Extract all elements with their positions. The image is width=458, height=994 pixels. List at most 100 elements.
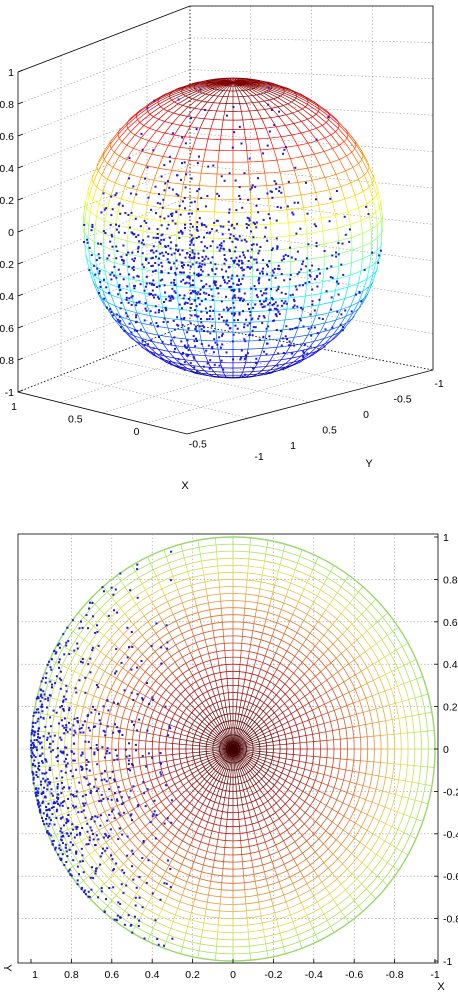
spoke-segment <box>244 601 246 609</box>
data-point <box>67 640 70 643</box>
data-point <box>110 586 113 589</box>
spoke-segment <box>289 819 294 826</box>
data-point <box>252 326 255 329</box>
spoke-segment <box>237 762 241 770</box>
data-point <box>209 261 212 264</box>
longitude-segment <box>294 99 306 108</box>
spoke-segment <box>185 828 190 835</box>
data-point <box>219 284 222 287</box>
data-point <box>258 272 261 275</box>
longitude-segment <box>335 309 342 321</box>
data-point <box>186 354 189 357</box>
data-point <box>177 98 180 101</box>
spoke-segment <box>330 697 337 702</box>
spoke-segment <box>199 742 207 745</box>
sphere-3d-chart: 10.80.60.40.20-0.2-0.4-0.6-0.8-1 10.50-0… <box>0 5 444 492</box>
spoke-segment <box>320 801 327 806</box>
spoke-segment <box>155 858 160 865</box>
longitude-segment <box>88 249 91 263</box>
longitude-segment <box>195 109 202 118</box>
spoke-segment <box>227 769 230 777</box>
data-point <box>273 303 276 305</box>
spoke-segment <box>240 650 242 658</box>
data-point <box>109 828 112 831</box>
data-point <box>86 715 89 718</box>
data-point <box>181 232 184 235</box>
longitude-segment <box>171 337 176 346</box>
spoke-segment <box>191 780 198 786</box>
data-point <box>72 742 75 745</box>
spoke-segment <box>143 876 149 883</box>
spoke-segment <box>222 730 227 737</box>
spoke-segment <box>239 747 247 749</box>
data-point <box>106 747 109 750</box>
longitude-segment <box>183 89 196 95</box>
spoke-segment <box>204 718 210 725</box>
back-grid-line <box>189 196 434 225</box>
data-point <box>285 302 288 305</box>
longitude-segment <box>102 246 104 259</box>
data-point <box>183 361 186 364</box>
data-point <box>158 241 161 244</box>
spoke-segment <box>193 754 200 757</box>
spoke-segment <box>206 754 214 757</box>
spoke-segment <box>153 733 161 736</box>
data-point <box>88 246 91 249</box>
data-point <box>124 748 127 751</box>
data-point <box>268 260 271 263</box>
data-point <box>61 776 64 779</box>
spoke-segment <box>172 914 176 922</box>
longitude-segment <box>109 134 119 145</box>
spoke-segment <box>351 873 358 880</box>
data-point <box>241 299 244 302</box>
data-point <box>330 265 333 268</box>
spoke-segment <box>267 800 272 808</box>
data-point <box>302 325 305 328</box>
data-point <box>191 263 194 266</box>
longitude-segment <box>107 283 112 295</box>
spoke-segment <box>259 581 262 589</box>
spoke-segment <box>306 883 311 890</box>
longitude-segment <box>247 375 253 378</box>
longitude-segment <box>363 286 370 299</box>
data-point <box>49 735 52 738</box>
data-point <box>44 725 47 728</box>
data-point <box>42 777 45 780</box>
spoke-segment <box>250 770 255 777</box>
data-point <box>267 213 270 216</box>
data-point <box>117 293 120 296</box>
spoke-segment <box>302 853 307 860</box>
spoke-segment <box>227 692 230 700</box>
z-tick-label: 0.2 <box>0 195 14 207</box>
data-point <box>282 352 285 354</box>
data-point <box>218 364 221 367</box>
spoke-segment <box>96 785 103 788</box>
data-point <box>76 647 79 650</box>
spoke-segment <box>392 717 399 720</box>
longitude-segment <box>149 106 161 115</box>
data-point <box>65 765 68 768</box>
latitude-line <box>96 162 137 191</box>
data-point <box>55 777 58 780</box>
data-point <box>160 224 163 227</box>
spoke-segment <box>161 728 169 732</box>
spoke-segment <box>165 934 169 942</box>
data-point <box>48 660 51 663</box>
data-point <box>132 233 135 236</box>
data-point <box>367 213 370 216</box>
spoke-segment <box>194 773 201 778</box>
spoke-segment <box>186 785 192 791</box>
spoke-segment <box>221 752 228 757</box>
data-point <box>300 268 303 271</box>
longitude-segment <box>328 113 339 122</box>
spoke-segment <box>38 730 46 733</box>
data-point <box>75 852 78 855</box>
spoke-segment <box>284 763 292 766</box>
spoke-segment <box>259 797 264 805</box>
data-point <box>42 677 44 680</box>
spoke-segment <box>164 595 168 602</box>
spoke-segment <box>170 921 174 929</box>
spoke-segment <box>340 738 348 740</box>
data-point <box>137 245 140 248</box>
spoke-segment <box>315 780 322 784</box>
